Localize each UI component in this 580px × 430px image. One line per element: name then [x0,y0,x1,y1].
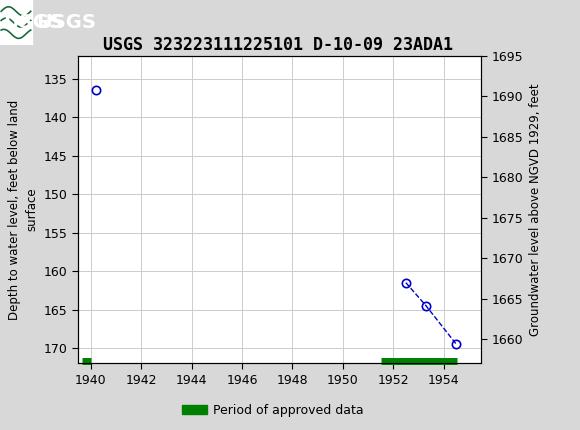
Y-axis label: Depth to water level, feet below land
surface: Depth to water level, feet below land su… [9,99,38,320]
Legend: Period of approved data: Period of approved data [177,399,368,421]
Bar [0,0,32,45]
Y-axis label: Groundwater level above NGVD 1929, feet: Groundwater level above NGVD 1929, feet [529,83,542,336]
Text: USGS: USGS [3,13,63,32]
Text: USGS 323223111225101 D-10-09 23ADA1: USGS 323223111225101 D-10-09 23ADA1 [103,36,454,54]
Text: USGS: USGS [36,13,96,32]
